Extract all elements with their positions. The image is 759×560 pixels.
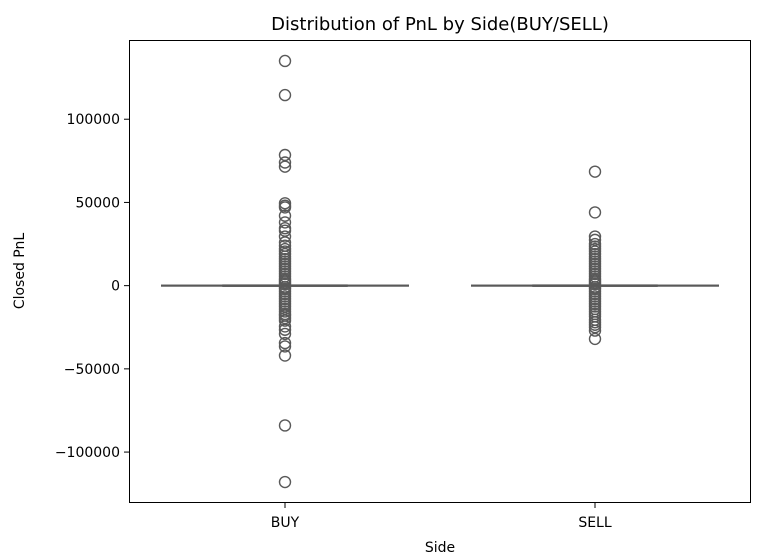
outlier-point xyxy=(588,324,602,337)
plot-area: 100000 50000 0 −50000 −100000 BUY SELL xyxy=(55,54,719,531)
outlier-point xyxy=(588,277,602,291)
outlier-point xyxy=(278,336,292,350)
outlier-point xyxy=(278,277,292,291)
y-tick-label: 50000 xyxy=(75,195,120,211)
y-axis-label: Closed PnL xyxy=(12,233,28,310)
outlier-point xyxy=(278,327,292,341)
outlier-point xyxy=(278,475,292,489)
outlier-point xyxy=(278,419,292,432)
outlier-point xyxy=(278,349,292,362)
outlier-point xyxy=(278,88,292,102)
y-tick-label: 0 xyxy=(111,279,120,295)
x-tick-label: BUY xyxy=(271,515,300,531)
outlier-point xyxy=(588,165,602,178)
outlier-point xyxy=(278,230,292,243)
y-tick-label: −100000 xyxy=(55,445,120,461)
outlier-point xyxy=(278,323,292,336)
outlier-point xyxy=(278,320,292,333)
outlier-point xyxy=(278,156,292,169)
x-tick-label: SELL xyxy=(578,515,612,531)
outlier-point xyxy=(278,201,292,214)
chart-title: Distribution of PnL by Side(BUY/SELL) xyxy=(271,14,609,35)
plot-frame xyxy=(129,40,751,503)
outlier-point xyxy=(278,54,292,68)
x-axis-label: Side xyxy=(425,540,455,556)
y-tick-label: 100000 xyxy=(67,112,120,128)
outlier-point xyxy=(278,340,292,353)
outlier-point xyxy=(278,314,292,327)
outlier-point xyxy=(278,209,292,222)
outlier-point xyxy=(278,216,292,229)
outlier-point xyxy=(588,230,602,243)
y-tick-label: −50000 xyxy=(64,362,120,378)
outlier-point xyxy=(278,160,292,173)
outlier-point xyxy=(588,206,602,219)
outlier-point xyxy=(588,332,602,346)
